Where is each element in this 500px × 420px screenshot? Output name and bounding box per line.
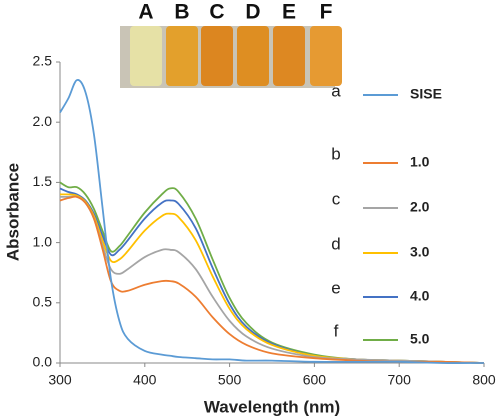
legend-label: 5.0 [410, 331, 430, 347]
vial [237, 26, 269, 86]
vial-label: B [174, 1, 189, 24]
vial-label: C [209, 1, 224, 24]
legend-label: SISE [410, 86, 442, 102]
vial-label: E [282, 1, 296, 24]
x-tick-label: 600 [303, 372, 327, 388]
x-tick-label: 400 [133, 372, 157, 388]
legend-label: 2.0 [410, 199, 430, 215]
vial-label: D [245, 1, 260, 24]
x-tick-label: 500 [218, 372, 242, 388]
series-line [59, 195, 485, 364]
y-tick-label: 0.5 [33, 294, 53, 310]
x-tick-label: 300 [48, 372, 72, 388]
legend-letter: c [332, 189, 341, 208]
vial [130, 26, 162, 86]
legend-label: 4.0 [410, 288, 430, 304]
legend-letter: e [331, 278, 340, 297]
vial-label: F [320, 1, 333, 24]
vial [310, 26, 342, 86]
vial [273, 26, 305, 86]
x-tick-label: 800 [472, 372, 496, 388]
x-axis-title: Wavelength (nm) [204, 397, 340, 416]
vial [166, 26, 198, 86]
y-tick-label: 1.0 [33, 233, 53, 249]
vial-photo [120, 0, 342, 88]
vial-label: A [138, 1, 153, 24]
legend-label: 3.0 [410, 244, 430, 260]
photo-label-strip [120, 0, 335, 26]
legend-label: 1.0 [410, 154, 430, 170]
x-tick-label: 700 [388, 372, 412, 388]
legend-letter: d [331, 234, 340, 253]
y-tick-label: 2.0 [33, 113, 53, 129]
legend-letter: a [331, 81, 341, 100]
y-axis-title: Absorbance [3, 163, 22, 261]
y-tick-label: 1.5 [33, 173, 53, 189]
vial [201, 26, 233, 86]
legend-letter: b [331, 144, 340, 163]
y-tick-label: 2.5 [33, 53, 53, 69]
legend-letter: f [334, 321, 339, 340]
series-line [59, 79, 485, 364]
y-tick-label: 0.0 [33, 354, 53, 370]
